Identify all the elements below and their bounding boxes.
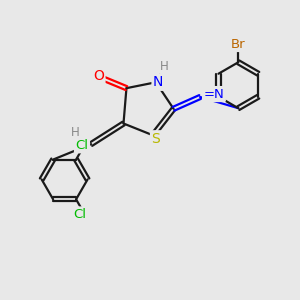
Text: N: N [153,75,164,89]
Text: H: H [70,126,79,139]
Text: Cl: Cl [76,139,88,152]
Text: H: H [160,60,169,73]
Text: S: S [152,132,160,146]
Text: Br: Br [231,38,246,50]
Text: O: O [93,69,104,83]
Text: Cl: Cl [74,208,86,221]
Text: =N: =N [204,88,224,100]
